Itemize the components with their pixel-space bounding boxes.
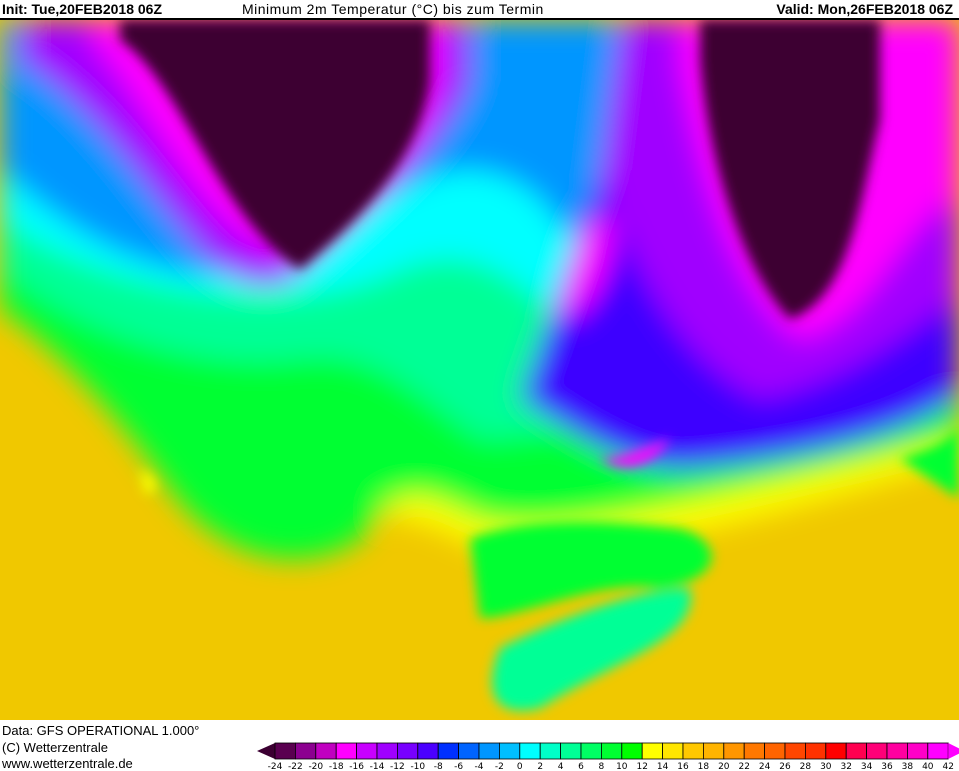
legend-swatch: [723, 742, 745, 760]
legend-swatch: [886, 742, 908, 760]
legend-tick-label: 2: [537, 762, 543, 770]
legend-swatch: [907, 742, 929, 760]
legend-swatch: [539, 742, 562, 760]
legend-tick-label: 14: [657, 762, 669, 770]
legend-tick-label: -4: [475, 762, 484, 770]
legend-tick-label: 40: [922, 762, 934, 770]
legend-tick-label: -2: [495, 762, 504, 770]
legend-swatch: [417, 742, 439, 760]
legend-swatch: [927, 742, 949, 760]
legend-tick-label: 22: [738, 762, 749, 770]
legend-tick-label: -24: [268, 762, 283, 770]
legend-tick-label: 28: [800, 762, 812, 770]
legend-tick-label: 36: [881, 762, 893, 770]
legend-swatch: [682, 742, 704, 760]
legend-swatch: [376, 742, 398, 760]
legend-tick-label: 16: [677, 762, 689, 770]
map-title: Minimum 2m Temperatur (°C) bis zum Termi…: [242, 1, 544, 17]
legend-tick-label: 0: [517, 762, 523, 770]
legend-tick-label: 18: [698, 762, 710, 770]
legend-above-arrow: [948, 743, 959, 759]
legend-tick-label: -18: [329, 762, 344, 770]
legend-swatch: [600, 742, 623, 760]
legend-swatch: [560, 742, 582, 760]
legend-tick-label: -20: [308, 762, 323, 770]
legend-swatch: [702, 742, 725, 760]
temperature-map: [0, 18, 959, 720]
legend-swatch: [498, 742, 521, 760]
legend-tick-label: 38: [902, 762, 914, 770]
legend-swatch: [641, 742, 664, 760]
legend-swatch: [396, 742, 419, 760]
legend-swatch: [845, 742, 868, 760]
color-legend: -24 -22 -20 -18 -16 -14 -12 -10 -8 -6 -4 -2 0 2 4 6 8 10 1…: [257, 742, 959, 770]
legend-tick-label: 20: [718, 762, 730, 770]
legend-tick-label: 26: [779, 762, 791, 770]
legend-swatch: [519, 742, 541, 760]
legend-swatch: [743, 742, 766, 760]
legend-tick-label: 10: [616, 762, 628, 770]
copyright: (C) Wetterzentrale: [2, 740, 108, 755]
legend-tick-label: -22: [288, 762, 303, 770]
legend-tick-label: -16: [349, 762, 364, 770]
legend-tick-label: 32: [840, 762, 851, 770]
legend-tick-label: -14: [370, 762, 385, 770]
legend-swatch: [825, 742, 847, 760]
legend-swatch: [356, 742, 378, 760]
legend-tick-label: -8: [434, 762, 443, 770]
legend-swatch: [295, 742, 317, 760]
header: Init: Tue,20FEB2018 06Z Minimum 2m Tempe…: [0, 0, 959, 18]
legend-swatch: [805, 742, 827, 760]
valid-time: Valid: Mon,26FEB2018 06Z: [776, 1, 953, 17]
legend-tick-label: -10: [410, 762, 425, 770]
legend-swatch: [458, 742, 480, 760]
legend-swatch: [580, 742, 602, 760]
legend-tick-label: 42: [942, 762, 953, 770]
legend-below-arrow: [257, 743, 275, 759]
legend-swatch: [662, 742, 684, 760]
legend-swatch: [315, 742, 337, 760]
legend-tick-label: 6: [578, 762, 584, 770]
legend-swatch: [437, 742, 459, 760]
legend-swatch: [621, 742, 643, 760]
legend-tick-label: -6: [454, 762, 463, 770]
legend-tick-label: 8: [599, 762, 605, 770]
data-source: Data: GFS OPERATIONAL 1.000°: [2, 723, 200, 738]
legend-swatch: [784, 742, 806, 760]
legend-swatch: [335, 742, 357, 760]
legend-tick-label: 34: [861, 762, 873, 770]
init-time: Init: Tue,20FEB2018 06Z: [2, 1, 163, 17]
website-url: www.wetterzentrale.de: [2, 756, 133, 771]
legend-tick-label: 24: [759, 762, 771, 770]
legend-swatch: [274, 742, 296, 760]
legend-tick-label: 4: [558, 762, 564, 770]
legend-tick-label: 12: [636, 762, 647, 770]
legend-tick-label: -12: [390, 762, 405, 770]
legend-swatch: [478, 742, 500, 760]
legend-swatch: [866, 742, 888, 760]
legend-swatch: [764, 742, 786, 760]
legend-tick-label: 30: [820, 762, 832, 770]
